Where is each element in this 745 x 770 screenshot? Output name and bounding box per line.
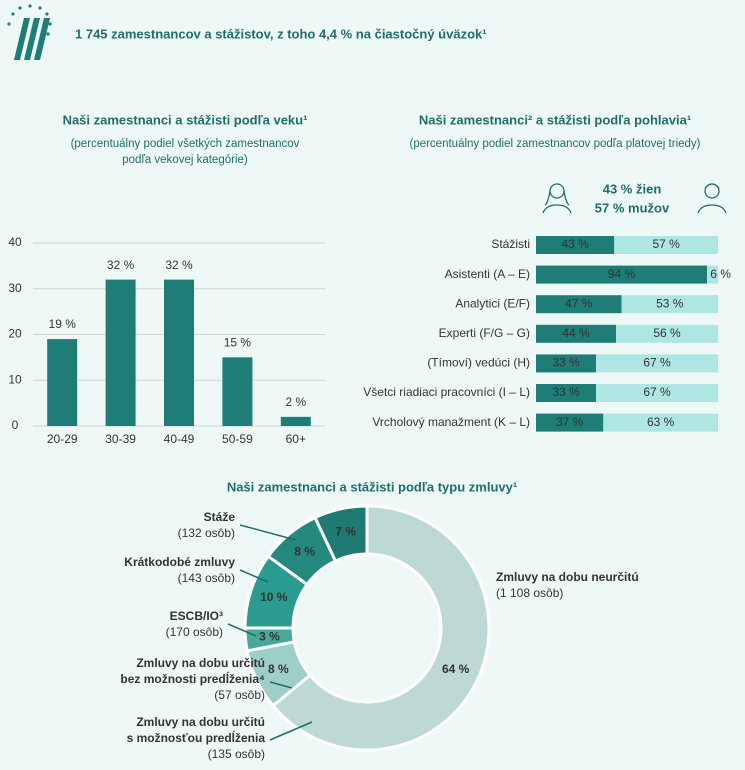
value-label: 94 % [608,267,636,281]
leader-line [269,681,293,689]
chart-title: Naši zamestnanci a stážisti podľa typu z… [227,479,517,494]
value-label: 43 % [561,237,589,251]
value-label: 32 % [107,258,135,272]
bar-segment [614,236,718,254]
value-label: 10 % [260,590,288,604]
category-label: Stážisti [491,237,530,251]
annotation: 57 % mužov [595,200,670,215]
category-label: (Tímoví) vedúci (H) [427,356,530,370]
donut-slice [313,504,369,564]
chart-title: Naši zamestnanci² a stážisti podľa pohla… [419,112,691,127]
value-label: 67 % [643,385,671,399]
chart-subtitle: podľa vekovej kategórie) [122,154,248,166]
category-label: Stáže [204,510,236,524]
category-label: Zmluvy na dobu neurčitú [496,570,639,584]
bar-segment [536,413,604,432]
man-icon [697,183,727,214]
value-label: 8 % [294,545,315,559]
bar-segment [536,236,615,254]
y-tick-label: 20 [8,327,22,341]
x-tick-label: 20-29 [47,432,78,446]
y-tick-label: 0 [12,418,19,432]
value-label: 56 % [653,326,681,340]
annotation: 43 % žien [603,181,662,196]
chart-title: Naši zamestnanci a stážisti podľa veku¹ [63,112,308,127]
value-label: 44 % [562,326,590,340]
category-label: ESCB/IO³ [170,609,223,623]
value-label: 32 % [165,258,193,272]
x-tick-label: 30-39 [105,432,136,446]
value-label: 57 % [652,237,680,251]
bar-segment [536,384,597,402]
value-label: 7 % [335,525,356,539]
x-tick-label: 50-59 [222,432,253,446]
value-label: 64 % [442,662,470,676]
chart-subtitle: (percentuálny podiel všetkých zamestnanc… [71,138,300,150]
bar-segment [603,413,718,432]
bar-segment [596,354,718,373]
bar-segment [621,295,718,314]
leader-line [239,569,269,583]
count-label: (143 osôb) [178,571,235,585]
bar-segment [536,295,622,314]
value-label: 15 % [224,336,252,350]
count-label: (57 osôb) [214,688,265,702]
value-label: 37 % [556,415,584,429]
category-label: Asistenti (A – E) [445,267,530,281]
woman-icon [542,183,572,214]
value-label: 6 % [710,267,731,281]
value-label: 33 % [552,385,580,399]
category-label: Krátkodobé zmluvy [124,555,235,569]
value-label: 67 % [643,356,671,370]
category-label: Analytici (E/F) [455,296,530,310]
bar [222,357,253,426]
category-label: Všetci riadiaci pracovníci (I – L) [363,385,530,399]
y-tick-label: 40 [8,235,22,249]
bar-segment [536,354,597,373]
leader-line [269,721,313,741]
value-label: 63 % [647,415,675,429]
bar [47,339,78,426]
leader-line [239,524,297,541]
category-label: s možnosťou predĺženia [127,730,266,745]
category-label: Experti (F/G – G) [439,326,530,340]
value-label: 8 % [268,662,289,676]
leader-line [227,623,257,637]
count-label: (132 osôb) [178,526,235,540]
donut-slice [270,504,491,752]
bar-segment [536,265,708,284]
value-label: 47 % [565,296,593,310]
value-label: 3 % [259,629,280,643]
bar-segment [616,324,718,343]
category-label: Zmluvy na dobu určitú [136,715,265,729]
bar-segment [596,384,718,402]
bar-segment [536,324,617,343]
category-label: Vrcholový manažment (K – L) [372,415,530,429]
bar [280,416,311,426]
bar-segment [707,265,718,284]
x-tick-label: 40-49 [164,432,195,446]
category-label: bez možnosti predĺženia⁴ [120,671,265,686]
value-label: 19 % [49,317,77,331]
value-label: 2 % [285,395,306,409]
count-label: (170 osôb) [166,625,223,639]
category-label: Zmluvy na dobu určitú [136,656,265,670]
value-label: 53 % [656,296,684,310]
value-label: 33 % [552,356,580,370]
y-tick-label: 10 [8,372,22,386]
x-tick-label: 60+ [286,432,306,446]
count-label: (135 osôb) [208,747,265,761]
page-title: 1 745 zamestnancov a stážistov, z toho 4… [75,26,487,41]
logo [7,4,52,60]
chart-subtitle: (percentuálny podiel zamestnancov podľa … [409,138,700,150]
bar [105,279,136,426]
count-label: (1 108 osôb) [496,586,563,600]
y-tick-label: 30 [8,281,22,295]
bar [164,279,194,426]
